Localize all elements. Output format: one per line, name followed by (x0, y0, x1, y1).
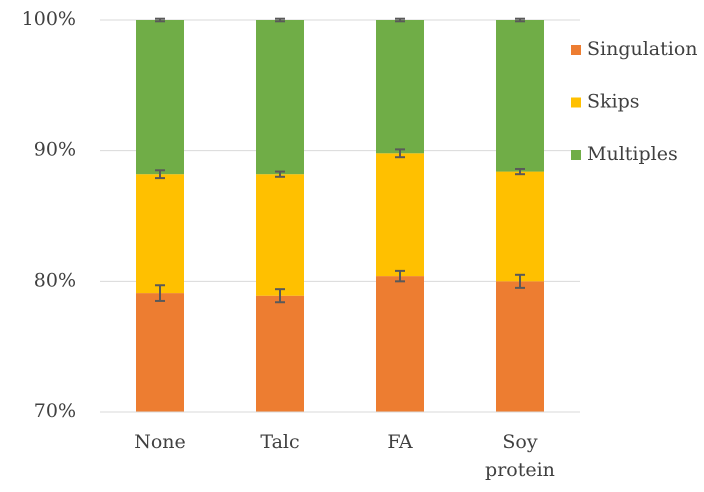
x-tick-label: None (134, 431, 186, 453)
error-bar (275, 17, 285, 23)
x-tick-label: Talc (260, 431, 300, 453)
error-bar (515, 17, 525, 23)
bar-segment (376, 276, 424, 412)
bar-segment (256, 295, 304, 412)
error-bar (395, 17, 405, 23)
bar-segment (376, 20, 424, 154)
bar-segment (136, 293, 184, 412)
error-bar (155, 284, 165, 302)
legend-label: Singulation (587, 38, 698, 60)
bar-segment (136, 20, 184, 175)
legend-swatch (571, 97, 581, 108)
error-bar (395, 148, 405, 159)
error-bar (275, 170, 285, 178)
bar-segment (376, 153, 424, 277)
error-bar (515, 273, 525, 289)
legend-swatch (571, 150, 581, 160)
bar-segment (496, 20, 544, 172)
x-tick-label: Soy protein (485, 431, 555, 481)
y-tick-label: 90% (34, 139, 76, 161)
bar-segment (256, 20, 304, 175)
y-tick-label: 70% (34, 400, 76, 422)
x-tick-label: FA (387, 431, 413, 453)
bar-segment (496, 171, 544, 282)
legend-label: Skips (587, 91, 640, 113)
y-tick-label: 80% (34, 269, 76, 291)
error-bar (155, 17, 165, 23)
legend-swatch (571, 45, 581, 55)
error-bar (155, 169, 165, 180)
legend-label: Multiples (587, 143, 678, 165)
bar-segment (136, 174, 184, 294)
error-bar (275, 288, 285, 304)
y-tick-label: 100% (22, 8, 76, 30)
error-bar (515, 167, 525, 176)
bar-segment (256, 174, 304, 296)
bar-segment (496, 281, 544, 412)
error-bar (395, 269, 405, 283)
